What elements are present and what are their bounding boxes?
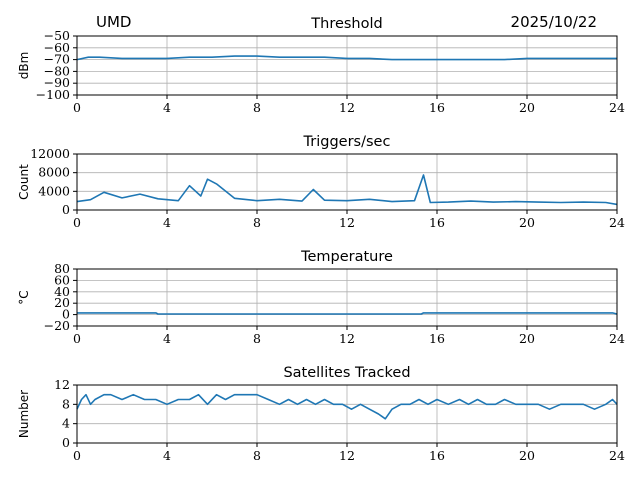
x-tick-label: 12 <box>339 100 355 115</box>
series-line <box>77 312 618 315</box>
x-tick-label: 16 <box>429 100 445 115</box>
y-axis-label: dBm <box>17 52 31 80</box>
series-line <box>76 174 618 206</box>
x-tick-label: 4 <box>163 100 171 115</box>
y-tick-label: 20 <box>54 295 70 310</box>
chart-title: Satellites Tracked <box>283 365 410 381</box>
x-tick-label: 8 <box>253 100 261 115</box>
y-tick-label: 12000 <box>30 146 70 161</box>
y-tick-label: −70 <box>44 52 70 67</box>
y-tick-label: 4000 <box>38 183 70 198</box>
x-tick-label: 24 <box>609 331 625 346</box>
x-tick-label: 0 <box>73 448 81 463</box>
y-axis-label: Count <box>17 164 31 200</box>
y-tick-label: 0 <box>62 202 70 217</box>
y-tick-label: 4 <box>62 416 70 431</box>
x-tick-label: 16 <box>429 448 445 463</box>
x-tick-label: 16 <box>429 331 445 346</box>
y-tick-label: 60 <box>54 272 70 287</box>
x-tick-label: 0 <box>73 100 81 115</box>
y-tick-label: −90 <box>44 75 70 90</box>
x-tick-label: 20 <box>519 448 535 463</box>
x-tick-label: 0 <box>73 215 81 230</box>
series-line <box>76 393 618 420</box>
x-tick-label: 20 <box>519 331 535 346</box>
y-tick-label: 0 <box>62 435 70 450</box>
y-tick-label: −50 <box>44 28 70 43</box>
y-tick-label: 8 <box>62 396 70 411</box>
chart-title: Triggers/sec <box>303 134 391 150</box>
x-tick-label: 20 <box>519 215 535 230</box>
y-tick-label: 12 <box>54 377 70 392</box>
x-tick-label: 4 <box>163 215 171 230</box>
date-label: 2025/10/22 <box>510 13 597 31</box>
x-tick-label: 12 <box>339 331 355 346</box>
chart-panel-2: 0 4 8 12 16 20 24 0 4000 8000 12000 Triggers/sec Cou… <box>17 134 625 230</box>
x-tick-label: 8 <box>253 331 261 346</box>
x-tick-label: 24 <box>609 215 625 230</box>
y-tick-label: 40 <box>54 284 70 299</box>
y-axis-label: Number <box>17 390 31 438</box>
series-line <box>76 55 617 61</box>
x-tick-label: 4 <box>163 448 171 463</box>
chart-panel-4: 0 4 8 12 16 20 24 0 4 8 12 Satellites Tracked Number <box>17 365 625 463</box>
y-tick-label: 8000 <box>38 165 70 180</box>
x-tick-label: 8 <box>253 215 261 230</box>
x-tick-label: 20 <box>519 100 535 115</box>
x-tick-label: 12 <box>339 215 355 230</box>
y-tick-label: 0 <box>62 307 70 322</box>
chart-title: Threshold <box>310 16 382 32</box>
x-tick-label: 24 <box>609 100 625 115</box>
x-tick-label: 4 <box>163 331 171 346</box>
y-axis-label: °C <box>17 290 31 304</box>
x-tick-label: 16 <box>429 215 445 230</box>
y-tick-label: −80 <box>44 63 70 78</box>
x-tick-label: 12 <box>339 448 355 463</box>
y-tick-label: −100 <box>36 87 70 102</box>
y-tick-label: −20 <box>44 318 70 333</box>
x-tick-label: 8 <box>253 448 261 463</box>
x-tick-label: 0 <box>73 331 81 346</box>
station-label: UMD <box>96 13 132 31</box>
chart-title: Temperature <box>300 249 393 265</box>
chart-panel-1: 0 4 8 12 16 20 24 −100−90−80−70−60−50 Threshold d… <box>17 16 625 115</box>
x-tick-label: 24 <box>609 448 625 463</box>
y-tick-label: −60 <box>44 40 70 55</box>
y-tick-label: 80 <box>54 261 70 276</box>
